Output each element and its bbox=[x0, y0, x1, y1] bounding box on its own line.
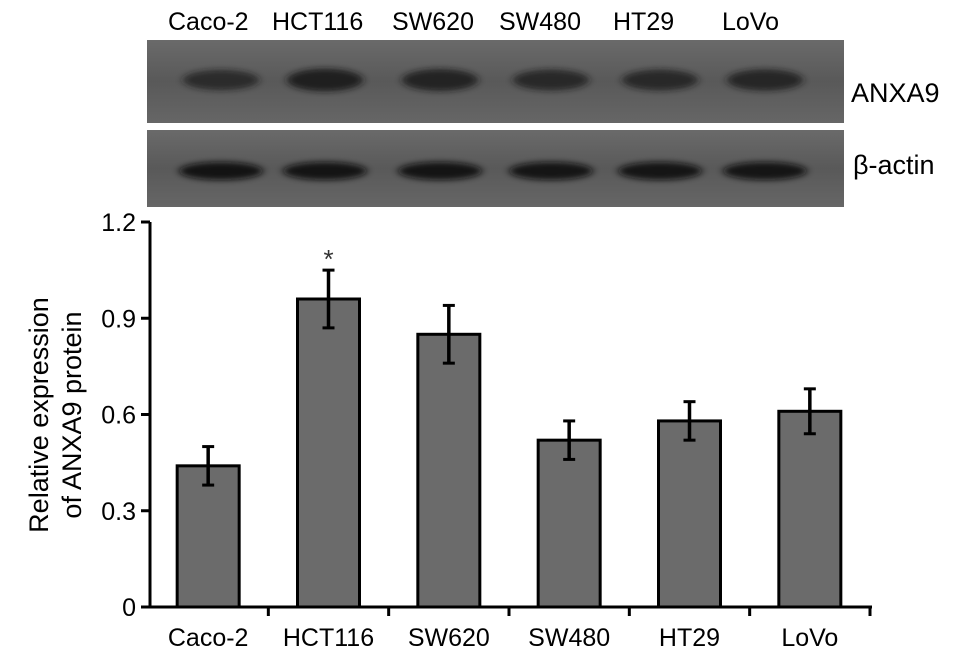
anxa9-band bbox=[727, 69, 803, 91]
anxa9-blot-label: ANXA9 bbox=[851, 78, 940, 108]
anxa9-band bbox=[513, 69, 589, 91]
error-bar bbox=[442, 303, 455, 365]
western-blot-image bbox=[147, 40, 844, 207]
anxa9-bands bbox=[183, 68, 803, 92]
y-tick-label: 0.9 bbox=[101, 305, 136, 333]
x-tick-label: HCT116 bbox=[283, 624, 374, 652]
actin-bands bbox=[179, 162, 807, 180]
lane-label-lovo: LoVo bbox=[722, 8, 780, 36]
actin-band bbox=[179, 162, 263, 180]
bar bbox=[416, 332, 482, 609]
bar bbox=[296, 297, 361, 609]
anxa9-band bbox=[622, 69, 698, 91]
lane-label-hct116: HCT116 bbox=[272, 8, 364, 36]
error-bar bbox=[683, 400, 696, 442]
lane-label-caco2: Caco-2 bbox=[168, 8, 249, 36]
lane-label-sw620: SW620 bbox=[392, 8, 474, 36]
actin-band bbox=[723, 162, 807, 180]
error-bar bbox=[202, 445, 215, 487]
x-tick-label: LoVo bbox=[781, 624, 838, 652]
x-tick-label: SW480 bbox=[528, 624, 610, 652]
actin-band bbox=[509, 162, 593, 180]
lane-label-ht29: HT29 bbox=[613, 8, 675, 36]
anxa9-band bbox=[402, 69, 478, 91]
actin-band bbox=[398, 162, 482, 180]
y-axis-title: Relative expression of ANXA9 protein bbox=[24, 297, 87, 533]
y-tick-label: 0 bbox=[122, 594, 136, 622]
y-tick-label: 0.6 bbox=[101, 402, 136, 430]
bar bbox=[536, 438, 602, 609]
x-tick-label: HT29 bbox=[659, 624, 720, 652]
bar bbox=[657, 419, 722, 609]
actin-blot-label: β-actin bbox=[853, 150, 935, 180]
error-bar bbox=[803, 387, 816, 436]
x-tick-label: SW620 bbox=[408, 624, 490, 652]
y-tick-label: 0.3 bbox=[101, 498, 136, 526]
anxa9-band bbox=[287, 68, 363, 92]
actin-band bbox=[618, 162, 702, 180]
significance-marker: * bbox=[323, 244, 333, 274]
y-tick-label: 1.2 bbox=[101, 209, 136, 237]
lane-label-sw480: SW480 bbox=[499, 8, 581, 36]
anxa9-band bbox=[183, 69, 259, 91]
actin-band bbox=[283, 162, 367, 180]
bar bbox=[777, 409, 843, 609]
error-bar bbox=[563, 419, 576, 461]
x-tick-label: Caco-2 bbox=[168, 624, 249, 652]
bar bbox=[175, 464, 241, 609]
error-bar bbox=[322, 268, 335, 330]
